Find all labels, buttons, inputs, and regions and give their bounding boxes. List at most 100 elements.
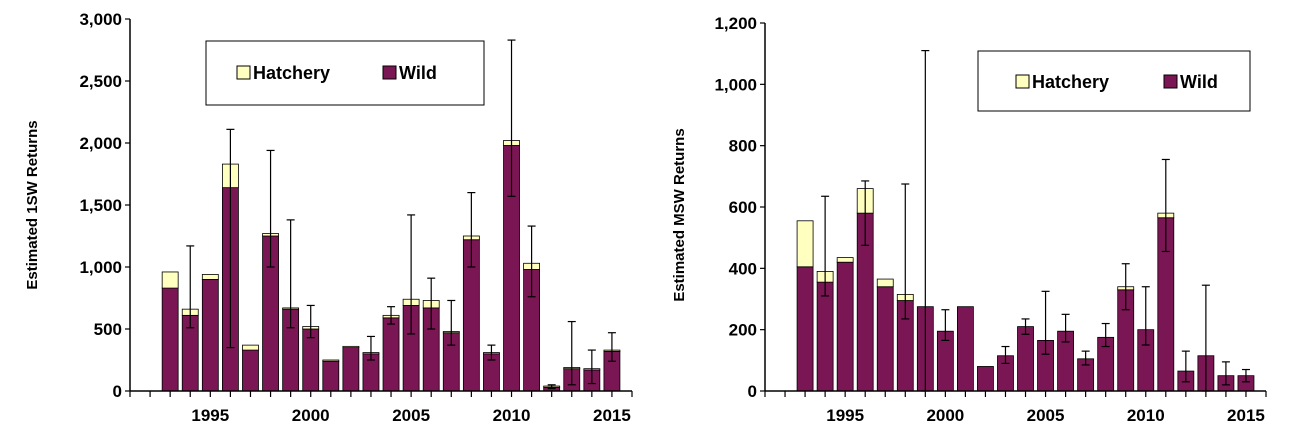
x-tick-label: 2010	[493, 406, 531, 425]
error-bar-2000	[306, 304, 315, 339]
bar-wild-1995	[201, 278, 219, 392]
error-bar-1994	[821, 195, 830, 297]
legend-label-hatchery: Hatchery	[253, 63, 330, 83]
bar-hatchery-2002	[342, 345, 360, 348]
error-bar-2004	[1021, 318, 1030, 335]
y-tick-label: 1,500	[79, 196, 122, 215]
bar-wild-2001	[957, 306, 974, 392]
error-bar-2012	[547, 384, 556, 390]
bars-group	[161, 140, 621, 392]
y-tick-label: 1,200	[714, 14, 757, 33]
bar-wild-1993	[161, 287, 179, 392]
error-bar-2013	[567, 320, 576, 386]
x-tick-label: 2015	[1227, 406, 1265, 425]
error-bar-1999	[286, 219, 295, 329]
x-tick-label: 2005	[1027, 406, 1065, 425]
y-tick-label: 800	[729, 137, 757, 156]
x-tick-label: 2010	[1127, 406, 1165, 425]
x-tick-label: 2000	[926, 406, 964, 425]
y-tick-label: 2,500	[79, 72, 122, 91]
y-tick-label: 400	[729, 259, 757, 278]
legend-swatch-wild	[1163, 74, 1178, 89]
x-tick-label: 2000	[292, 406, 330, 425]
error-bar-2008	[1101, 322, 1110, 348]
bar-wild-2004	[1017, 326, 1034, 392]
y-tick-label: 200	[729, 321, 757, 340]
x-ticks-group: 1995 2000 2005 2010 2015	[764, 391, 1267, 425]
error-bar-2007	[447, 299, 456, 346]
legend: Hatchery Wild	[977, 50, 1251, 112]
y-tick-label: 1,000	[79, 258, 122, 277]
legend-swatch-hatchery	[236, 65, 251, 80]
x-tick-label: 1995	[191, 406, 229, 425]
error-bar-2009	[1121, 263, 1130, 311]
y-tick-label: 1,000	[714, 75, 757, 94]
legend-label-wild: Wild	[1180, 72, 1218, 92]
bar-wild-1995	[836, 261, 854, 392]
error-bar-2011	[527, 225, 536, 298]
error-bar-2015	[607, 332, 616, 362]
error-bar-2010	[507, 39, 516, 197]
chart-msw: Estimated MSW Returns 0 200 400 600 800 1,000…	[671, 14, 1267, 425]
bar-wild-1993	[796, 266, 814, 392]
error-bar-2006	[1061, 313, 1070, 343]
error-bar-2011	[1161, 158, 1170, 253]
error-bar-1998	[901, 183, 910, 320]
y-axis-label: Estimated 1SW Returns	[24, 120, 41, 289]
y-axis-label: Estimated MSW Returns	[671, 128, 688, 301]
x-tick-label: 2015	[593, 406, 631, 425]
y-ticks-group: 0 500 1,000 1,500 2,000 2,500 3,000	[79, 10, 130, 401]
bar-hatchery-1995	[201, 274, 219, 280]
error-bar-2003	[1001, 345, 1010, 364]
bar-hatchery-1997	[876, 278, 894, 288]
legend-label-hatchery: Hatchery	[1032, 72, 1109, 92]
error-bar-2009	[487, 344, 496, 361]
y-tick-label: 600	[729, 198, 757, 217]
y-tick-label: 2,000	[79, 134, 122, 153]
error-bar-2014	[1221, 361, 1230, 386]
x-ticks-group: 1995 2000 2005 2010 2015	[129, 391, 633, 425]
bar-wild-2004	[382, 317, 400, 392]
bar-hatchery-1995	[836, 257, 854, 263]
error-bar-2014	[587, 349, 596, 385]
chart-1sw: Estimated 1SW Returns 0 500 1,000 1,500 2,00…	[24, 10, 633, 425]
bar-wild-1997	[876, 286, 894, 392]
bar-wild-2002	[342, 347, 360, 392]
y-tick-label: 500	[94, 320, 122, 339]
error-bar-2003	[366, 335, 375, 361]
y-ticks-group: 0 200 400 600 800 1,000 1,200	[714, 14, 765, 401]
bar-wild-2002	[977, 366, 994, 392]
error-bar-1994	[186, 245, 195, 329]
x-tick-label: 2005	[392, 406, 430, 425]
bar-wild-2000	[302, 328, 320, 392]
error-bar-1998	[266, 149, 275, 268]
y-tick-label: 0	[748, 382, 757, 401]
legend-swatch-hatchery	[1015, 74, 1030, 89]
error-bar-2006	[427, 277, 436, 330]
bar-hatchery-2001	[322, 359, 340, 362]
error-bar-2000	[941, 309, 950, 341]
error-bar-2005	[1041, 290, 1050, 355]
bar-hatchery-1993	[796, 220, 814, 268]
error-bar-2012	[1181, 350, 1190, 383]
error-bar-2007	[1081, 350, 1090, 366]
error-bar-1996	[861, 180, 870, 246]
bar-wild-2001	[322, 360, 340, 392]
error-bar-2008	[467, 192, 476, 268]
legend-box	[205, 40, 485, 106]
bar-wild-1997	[242, 349, 259, 392]
error-bars-group	[186, 39, 616, 390]
error-bar-2005	[407, 214, 416, 335]
error-bar-2010	[1141, 286, 1150, 346]
y-tick-label: 0	[113, 382, 122, 401]
error-bars-group	[821, 49, 1250, 392]
legend-label-wild: Wild	[399, 63, 437, 83]
error-bar-1996	[226, 128, 235, 349]
bar-wild-1994	[816, 281, 834, 392]
bar-hatchery-1993	[161, 271, 179, 289]
legend-swatch-wild	[382, 65, 397, 80]
y-tick-label: 3,000	[79, 10, 122, 29]
bar-hatchery-1997	[242, 344, 259, 351]
x-tick-label: 1995	[826, 406, 864, 425]
